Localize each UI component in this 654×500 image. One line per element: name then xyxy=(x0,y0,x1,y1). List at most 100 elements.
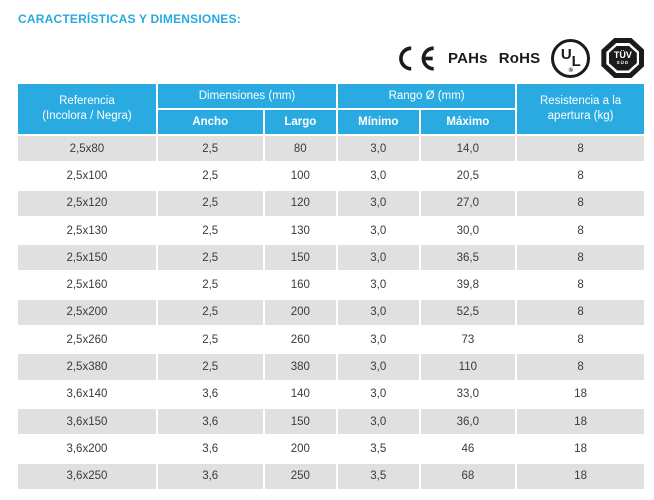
cell-largo: 160 xyxy=(264,272,337,298)
cell-ancho: 3,6 xyxy=(157,463,263,489)
cell-largo: 140 xyxy=(264,381,337,407)
cell-ancho: 3,6 xyxy=(157,436,263,462)
cell-maximo: 27,0 xyxy=(420,190,516,216)
cell-resistencia: 8 xyxy=(517,136,644,162)
tuv-sub-label: SÜD xyxy=(616,59,630,65)
table-row: 3,6x150 3,6 150 3,0 36,0 18 xyxy=(18,408,644,435)
cell-referencia: 2,5x80 xyxy=(18,136,156,162)
cell-minimo: 3,0 xyxy=(338,408,419,435)
cell-ancho: 3,6 xyxy=(157,408,263,435)
cell-resistencia: 8 xyxy=(517,272,644,298)
cell-ancho: 3,6 xyxy=(157,381,263,407)
header-line: Resistencia a la xyxy=(539,95,622,107)
cell-referencia: 2,5x130 xyxy=(18,217,156,244)
cell-resistencia: 18 xyxy=(517,463,644,489)
cell-largo: 150 xyxy=(264,245,337,271)
cell-resistencia: 8 xyxy=(517,327,644,353)
cell-minimo: 3,5 xyxy=(338,463,419,489)
cell-minimo: 3,0 xyxy=(338,327,419,353)
cell-maximo: 68 xyxy=(420,463,516,489)
table-row: 2,5x260 2,5 260 3,0 73 8 xyxy=(18,327,644,353)
cell-referencia: 3,6x140 xyxy=(18,381,156,407)
cell-resistencia: 8 xyxy=(517,163,644,189)
tuv-mark-icon: TÜV SÜD xyxy=(601,38,645,78)
cell-largo: 380 xyxy=(264,354,337,380)
cell-maximo: 52,5 xyxy=(420,299,516,326)
col-header-ancho: Ancho xyxy=(157,110,263,134)
cell-minimo: 3,0 xyxy=(338,136,419,162)
header-line: apertura (kg) xyxy=(547,110,614,122)
cell-maximo: 20,5 xyxy=(420,163,516,189)
cell-referencia: 2,5x160 xyxy=(18,272,156,298)
cell-referencia: 2,5x260 xyxy=(18,327,156,353)
cell-referencia: 2,5x100 xyxy=(18,163,156,189)
cell-maximo: 39,8 xyxy=(420,272,516,298)
header-line: Referencia xyxy=(59,95,115,107)
cell-largo: 250 xyxy=(264,463,337,489)
cell-largo: 120 xyxy=(264,190,337,216)
cell-ancho: 2,5 xyxy=(157,354,263,380)
cell-ancho: 2,5 xyxy=(157,272,263,298)
cell-largo: 130 xyxy=(264,217,337,244)
ul-letter-l: L xyxy=(571,52,581,70)
table-row: 2,5x80 2,5 80 3,0 14,0 8 xyxy=(18,136,644,162)
col-header-minimo: Mínimo xyxy=(338,110,419,134)
table-row: 2,5x100 2,5 100 3,0 20,5 8 xyxy=(18,163,644,189)
cell-minimo: 3,0 xyxy=(338,354,419,380)
col-header-resistencia: Resistencia a la apertura (kg) xyxy=(517,84,644,134)
cell-maximo: 14,0 xyxy=(420,136,516,162)
table-row: 2,5x380 2,5 380 3,0 110 8 xyxy=(18,354,644,380)
cell-maximo: 33,0 xyxy=(420,381,516,407)
cell-maximo: 36,0 xyxy=(420,408,516,435)
cell-resistencia: 8 xyxy=(517,245,644,271)
cell-resistencia: 8 xyxy=(517,217,644,244)
col-header-rango: Rango Ø (mm) xyxy=(338,84,516,108)
cell-ancho: 2,5 xyxy=(157,299,263,326)
cell-referencia: 2,5x120 xyxy=(18,190,156,216)
cell-ancho: 2,5 xyxy=(157,327,263,353)
cell-minimo: 3,0 xyxy=(338,217,419,244)
tuv-inner-ring: TÜV SÜD xyxy=(606,43,640,73)
table-row: 3,6x140 3,6 140 3,0 33,0 18 xyxy=(18,381,644,407)
table-row: 2,5x120 2,5 120 3,0 27,0 8 xyxy=(18,190,644,216)
cell-maximo: 46 xyxy=(420,436,516,462)
cell-resistencia: 8 xyxy=(517,299,644,326)
cell-minimo: 3,0 xyxy=(338,381,419,407)
ul-letter-u: U xyxy=(560,45,572,63)
cell-largo: 80 xyxy=(264,136,337,162)
ce-mark-icon xyxy=(392,45,437,72)
cell-referencia: 3,6x200 xyxy=(18,436,156,462)
col-header-largo: Largo xyxy=(264,110,337,134)
spec-table-body: 2,5x80 2,5 80 3,0 14,0 8 2,5x100 2,5 100… xyxy=(18,136,644,489)
rohs-label: RoHS xyxy=(498,49,541,67)
table-row: 3,6x250 3,6 250 3,5 68 18 xyxy=(18,463,644,489)
cell-resistencia: 18 xyxy=(517,408,644,435)
cell-referencia: 2,5x200 xyxy=(18,299,156,326)
ul-mark-icon: U L ® xyxy=(551,38,591,78)
cell-minimo: 3,0 xyxy=(338,163,419,189)
registered-symbol: ® xyxy=(568,67,574,74)
col-header-referencia: Referencia (Incolora / Negra) xyxy=(18,84,156,134)
cell-minimo: 3,0 xyxy=(338,245,419,271)
cell-referencia: 2,5x150 xyxy=(18,245,156,271)
cell-resistencia: 8 xyxy=(517,190,644,216)
certifications-row: PAHs RoHS U L ® TÜV SÜD xyxy=(392,36,645,80)
table-row: 2,5x150 2,5 150 3,0 36,5 8 xyxy=(18,245,644,271)
table-row: 2,5x160 2,5 160 3,0 39,8 8 xyxy=(18,272,644,298)
cell-largo: 260 xyxy=(264,327,337,353)
cell-minimo: 3,0 xyxy=(338,190,419,216)
pahs-label: PAHs xyxy=(448,49,488,67)
cell-maximo: 73 xyxy=(420,327,516,353)
cell-ancho: 2,5 xyxy=(157,190,263,216)
cell-minimo: 3,5 xyxy=(338,436,419,462)
header-line: (Incolora / Negra) xyxy=(42,110,132,122)
col-header-maximo: Máximo xyxy=(420,110,516,134)
cell-ancho: 2,5 xyxy=(157,136,263,162)
cell-resistencia: 18 xyxy=(517,436,644,462)
cell-minimo: 3,0 xyxy=(338,299,419,326)
tuv-label: TÜV xyxy=(613,49,632,60)
cell-ancho: 2,5 xyxy=(157,245,263,271)
cell-maximo: 30,0 xyxy=(420,217,516,244)
table-row: 2,5x130 2,5 130 3,0 30,0 8 xyxy=(18,217,644,244)
